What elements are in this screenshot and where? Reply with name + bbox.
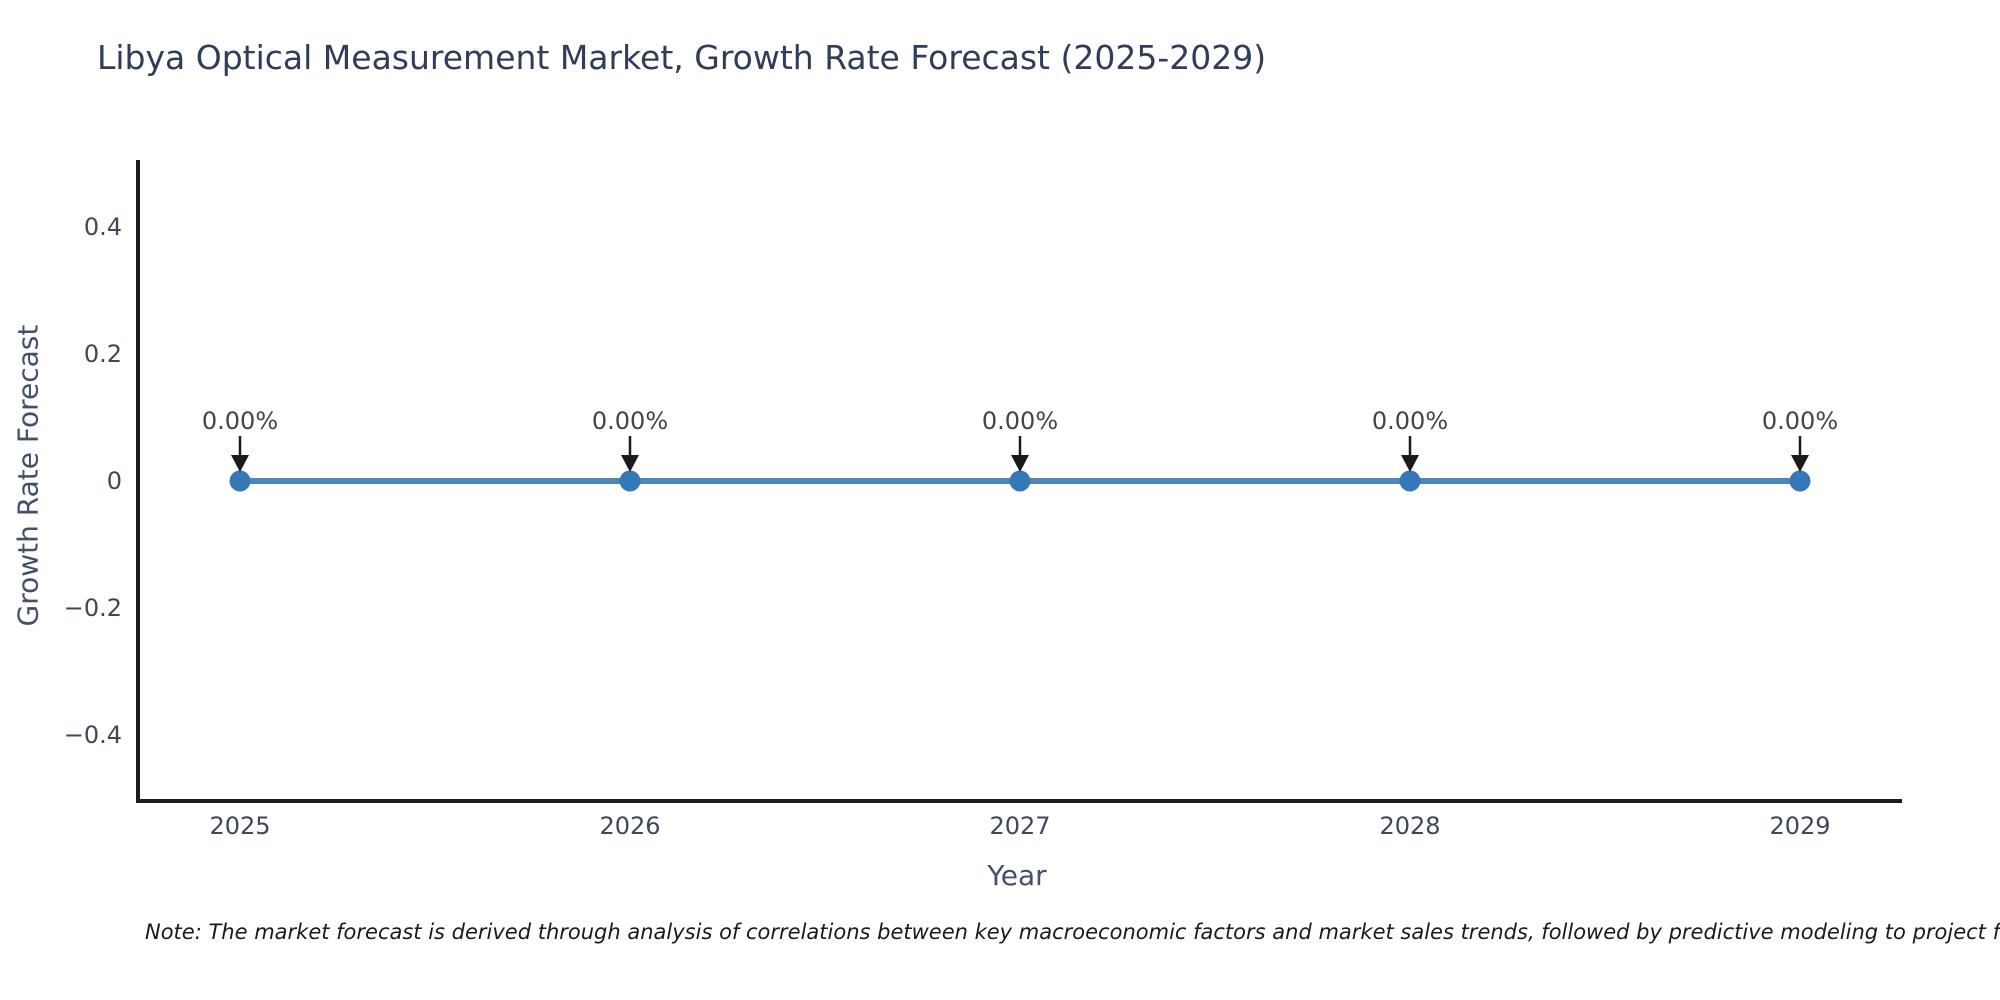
data-point-marker (619, 470, 641, 492)
point-value-label: 0.00% (982, 407, 1058, 435)
annotation-arrowhead-icon (1401, 455, 1419, 472)
point-value-label: 0.00% (202, 407, 278, 435)
x-axis-title: Year (987, 859, 1047, 892)
annotation-arrowhead-icon (621, 455, 639, 472)
data-point-marker (1789, 470, 1811, 492)
point-value-label: 0.00% (592, 407, 668, 435)
point-value-label: 0.00% (1762, 407, 1838, 435)
data-point-marker (1009, 470, 1031, 492)
point-value-label: 0.00% (1372, 407, 1448, 435)
annotation-arrowhead-icon (1011, 455, 1029, 472)
footnote: Note: The market forecast is derived thr… (145, 920, 2000, 944)
y-tick-label: 0.2 (84, 340, 122, 368)
x-tick-label: 2029 (1769, 812, 1830, 840)
y-tick-label: 0.4 (84, 213, 122, 241)
x-tick-label: 2026 (599, 812, 660, 840)
y-tick-label: 0 (107, 467, 122, 495)
chart-title: Libya Optical Measurement Market, Growth… (97, 38, 1267, 77)
data-point-marker (229, 470, 251, 492)
annotation-arrowhead-icon (231, 455, 249, 472)
annotation-arrowhead-icon (1791, 455, 1809, 472)
y-tick-label: −0.4 (64, 721, 122, 749)
x-tick-label: 2027 (989, 812, 1050, 840)
x-tick-label: 2025 (209, 812, 270, 840)
data-point-marker (1399, 470, 1421, 492)
x-tick-label: 2028 (1379, 812, 1440, 840)
y-tick-label: −0.2 (64, 594, 122, 622)
